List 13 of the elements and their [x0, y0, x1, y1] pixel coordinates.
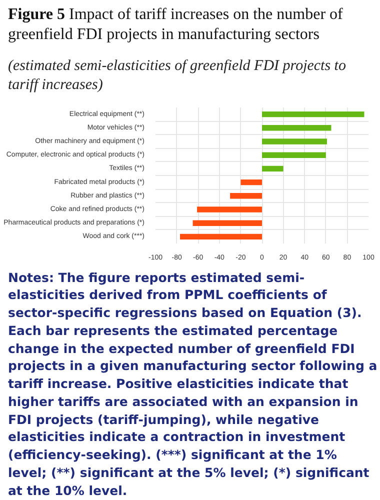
bar [197, 206, 262, 212]
chart-subtitle: (estimated semi-elasticities of greenfield FDI projects to tariff increases) [8, 58, 346, 93]
bar [262, 124, 332, 130]
chart-title: Figure 5 Impact of tariff increases on the number of greenfield FDI projects in manufacturing sectors [8, 5, 344, 45]
bar [180, 233, 262, 240]
bar [230, 192, 262, 198]
bar [240, 178, 262, 185]
bar [262, 138, 327, 144]
text: Notes: The figure reports estimated semi-elasticities derived from PPML coefficients of sector-specific regressions based on Equation (3). Each bar represents the estimated percentage change in the expected number of greenfield FDI projects in a given manufacturing sector following a tariff increase. Positive elasticities indicate that higher tariffs are associated with an expansion in FDI projects (tariff-jumping), while negative elasticities indicate a contraction in investment (efficiency-seeking). (***) significant at the 1% level; (**) significant at the 5% level; (*) significant at the 10% level. [8, 270, 378, 498]
bar [262, 110, 364, 117]
bar [262, 152, 326, 158]
bar [192, 220, 262, 226]
bar [262, 165, 284, 172]
